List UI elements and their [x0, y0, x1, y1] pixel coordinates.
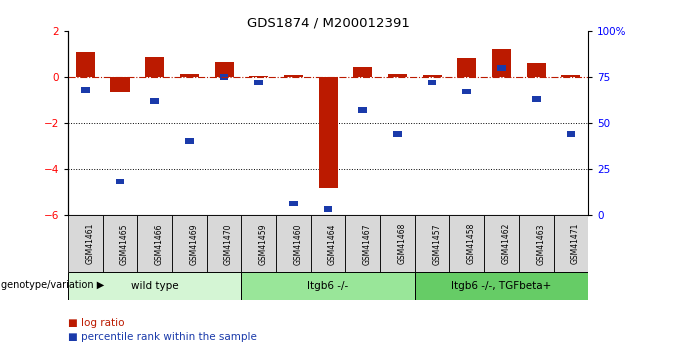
- Text: GSM41468: GSM41468: [397, 223, 407, 265]
- Bar: [75, 52, 95, 77]
- Text: GSM41466: GSM41466: [154, 223, 164, 265]
- Bar: [497, 65, 506, 71]
- Bar: [415, 215, 449, 272]
- Bar: [380, 215, 415, 272]
- Text: GSM41458: GSM41458: [467, 223, 476, 265]
- Bar: [449, 215, 484, 272]
- Text: Itgb6 -/-: Itgb6 -/-: [307, 281, 349, 291]
- Bar: [145, 57, 165, 77]
- Text: ■ log ratio: ■ log ratio: [68, 318, 124, 328]
- Bar: [393, 131, 402, 137]
- Bar: [68, 215, 103, 272]
- Bar: [81, 87, 90, 92]
- Text: GSM41470: GSM41470: [224, 223, 233, 265]
- Bar: [428, 80, 437, 85]
- Bar: [180, 74, 199, 77]
- Bar: [457, 58, 477, 77]
- Text: GSM41457: GSM41457: [432, 223, 441, 265]
- Bar: [526, 63, 546, 77]
- Text: GSM41465: GSM41465: [120, 223, 129, 265]
- Bar: [110, 77, 130, 92]
- Bar: [353, 67, 373, 77]
- Bar: [241, 215, 276, 272]
- Bar: [172, 215, 207, 272]
- Bar: [103, 215, 137, 272]
- Text: GSM41463: GSM41463: [536, 223, 545, 265]
- Bar: [318, 77, 338, 188]
- Bar: [554, 215, 588, 272]
- Bar: [68, 272, 241, 300]
- Text: Itgb6 -/-, TGFbeta+: Itgb6 -/-, TGFbeta+: [452, 281, 551, 291]
- Bar: [249, 76, 269, 77]
- Bar: [519, 215, 554, 272]
- Text: wild type: wild type: [131, 281, 179, 291]
- Bar: [484, 215, 519, 272]
- Bar: [415, 272, 588, 300]
- Text: ■ percentile rank within the sample: ■ percentile rank within the sample: [68, 332, 257, 342]
- Bar: [492, 49, 511, 77]
- Bar: [388, 74, 407, 77]
- Bar: [358, 107, 367, 113]
- Bar: [137, 215, 172, 272]
- Bar: [214, 62, 234, 77]
- Bar: [422, 75, 442, 77]
- Text: GSM41471: GSM41471: [571, 223, 580, 265]
- Bar: [345, 215, 380, 272]
- Text: GSM41461: GSM41461: [86, 223, 95, 265]
- Bar: [150, 98, 159, 104]
- Text: GSM41464: GSM41464: [328, 223, 337, 265]
- Bar: [532, 96, 541, 102]
- Text: GSM41462: GSM41462: [502, 223, 511, 265]
- Bar: [116, 179, 124, 184]
- Text: GSM41467: GSM41467: [363, 223, 372, 265]
- Text: GSM41459: GSM41459: [258, 223, 268, 265]
- Bar: [324, 206, 333, 212]
- Bar: [566, 131, 575, 137]
- Bar: [207, 215, 241, 272]
- Bar: [254, 80, 263, 85]
- Text: GSM41469: GSM41469: [189, 223, 199, 265]
- Bar: [220, 74, 228, 80]
- Bar: [241, 272, 415, 300]
- Bar: [561, 75, 581, 77]
- Bar: [185, 138, 194, 144]
- Text: GSM41460: GSM41460: [293, 223, 303, 265]
- Bar: [311, 215, 345, 272]
- Bar: [276, 215, 311, 272]
- Bar: [289, 201, 298, 206]
- Bar: [284, 75, 303, 77]
- Text: genotype/variation ▶: genotype/variation ▶: [1, 280, 104, 289]
- Bar: [462, 89, 471, 95]
- Title: GDS1874 / M200012391: GDS1874 / M200012391: [247, 17, 409, 30]
